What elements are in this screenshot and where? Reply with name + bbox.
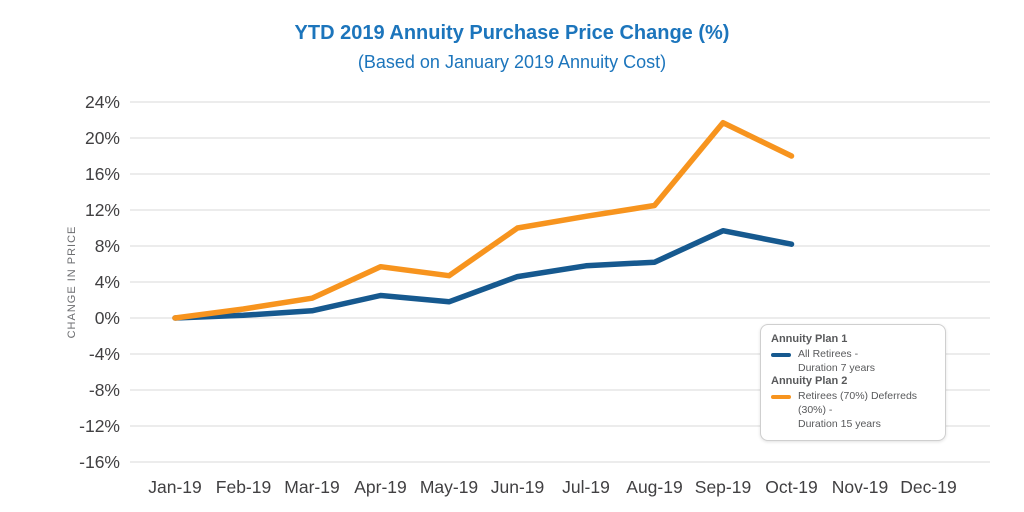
legend-plan1-title: Annuity Plan 1 xyxy=(771,333,848,345)
x-tick-label: Feb-19 xyxy=(216,477,271,497)
legend: Annuity Plan 1 All Retirees - Duration 7… xyxy=(760,324,946,442)
y-tick-label: 8% xyxy=(95,236,120,256)
x-tick-label: Mar-19 xyxy=(284,477,339,497)
y-tick-label: -4% xyxy=(89,344,120,364)
y-tick-label: 24% xyxy=(85,92,120,112)
x-tick-label: Oct-19 xyxy=(765,477,818,497)
legend-group-plan1: Annuity Plan 1 All Retirees - Duration 7… xyxy=(771,333,935,375)
y-tick-label: -12% xyxy=(79,416,120,436)
legend-plan1-description: All Retirees - Duration 7 years xyxy=(798,348,876,374)
chart-subtitle: (Based on January 2019 Annuity Cost) xyxy=(357,52,667,72)
y-tick-label: 16% xyxy=(85,164,120,184)
y-tick-label: -16% xyxy=(79,452,120,472)
x-tick-label: Jan-19 xyxy=(148,477,202,497)
legend-plan2-row: Retirees (70%) Deferreds (30%) - Duratio… xyxy=(771,390,935,431)
x-tick-label: Sep-19 xyxy=(695,477,751,497)
x-tick-label: May-19 xyxy=(420,477,478,497)
x-tick-label: Apr-19 xyxy=(354,477,407,497)
x-tick-label: Dec-19 xyxy=(900,477,956,497)
y-tick-label: 4% xyxy=(95,272,120,292)
y-tick-label: 20% xyxy=(85,128,120,148)
plan2-line-swatch-icon xyxy=(771,395,791,400)
x-tick-label: Jun-19 xyxy=(491,477,545,497)
legend-plan2-title: Annuity Plan 2 xyxy=(771,375,848,388)
plan1-line-swatch-icon xyxy=(771,353,791,357)
chart-title: YTD 2019 Annuity Purchase Price Change (… xyxy=(294,22,730,44)
x-tick-label: Nov-19 xyxy=(832,477,888,497)
series-line-2 xyxy=(172,119,795,321)
x-tick-label: Aug-19 xyxy=(626,477,682,497)
y-tick-label: -8% xyxy=(89,380,120,400)
legend-plan1-row: All Retirees - Duration 7 years xyxy=(771,348,935,375)
x-tick-label: Jul-19 xyxy=(562,477,610,497)
y-tick-label: 12% xyxy=(85,200,120,220)
series-line-1 xyxy=(172,227,795,321)
legend-plan2-description: Retirees (70%) Deferreds (30%) - Duratio… xyxy=(798,390,918,430)
legend-group-plan2: Annuity Plan 2 Retirees (70%) Deferreds … xyxy=(771,375,935,431)
y-tick-label: 0% xyxy=(95,308,120,328)
